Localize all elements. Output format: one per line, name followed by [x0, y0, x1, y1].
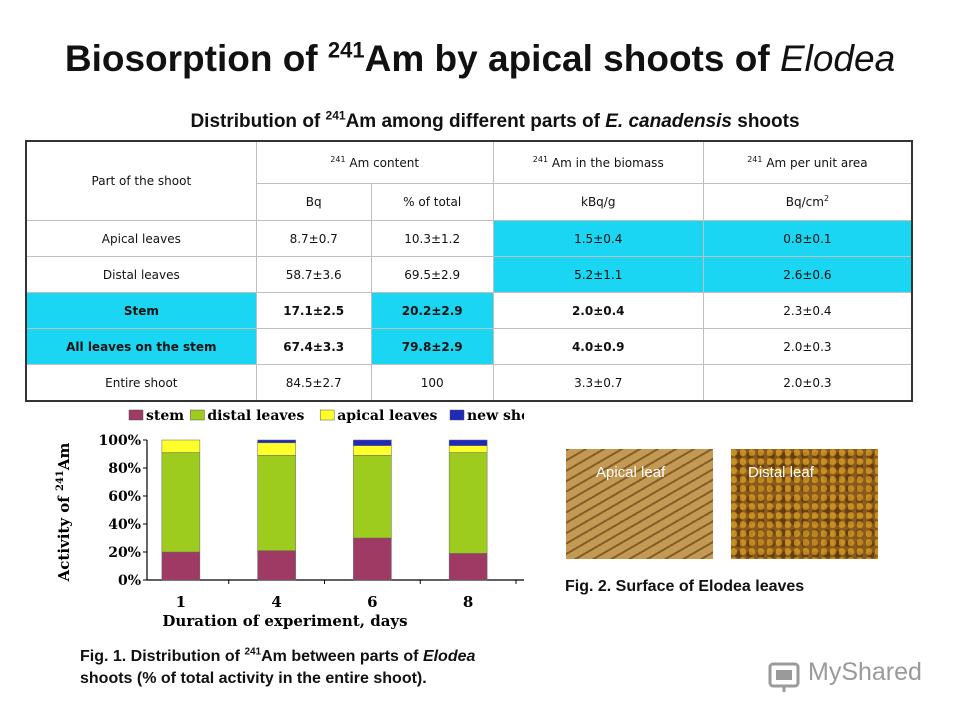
y-tick-label: 40%	[108, 517, 141, 533]
presentation-icon	[768, 662, 800, 692]
row-part: All leaves on the stem	[25, 328, 257, 365]
x-axis-label: Duration of experiment, days	[162, 612, 407, 630]
logo-text: MyShared	[808, 658, 922, 686]
row-bqcm: 2.3±0.4	[702, 292, 913, 329]
legend-swatch	[319, 409, 335, 421]
x-tick-label: 6	[367, 593, 377, 611]
area-header: 241 Am per unit area	[702, 140, 913, 184]
row-pct: 79.8±2.9	[370, 328, 494, 365]
slide-title: Biosorption of 241Am by apical shoots of…	[64, 37, 896, 79]
unit-pct: % of total	[370, 183, 494, 221]
bar-segment-stem	[353, 537, 392, 581]
legend-swatch	[190, 409, 205, 421]
row-pct: 10.3±1.2	[370, 220, 494, 257]
unit-bqcm: Bq/cm2	[702, 183, 913, 221]
row-bq: 58.7±3.6	[255, 256, 372, 293]
distribution-table: Part of the shoot 241 Am content 241 Am …	[25, 140, 913, 402]
row-pct: 69.5±2.9	[370, 256, 494, 293]
row-part: Distal leaves	[25, 256, 257, 293]
legend-label: new shoots	[467, 408, 524, 424]
row-kbq: 5.2±1.1	[492, 256, 704, 293]
fig1-caption: Fig. 1. Distribution of 241Am between pa…	[80, 646, 476, 687]
content-header: 241 Am content	[255, 140, 494, 184]
fig2-caption: Fig. 2. Surface of Elodea leaves	[565, 578, 805, 595]
bar-segment-new-shoots	[353, 439, 392, 446]
row-bq: 17.1±2.5	[255, 292, 372, 329]
bar-segment-apical-leaves	[353, 445, 392, 456]
row-bqcm: 2.0±0.3	[702, 328, 913, 365]
apical-leaf-label: Apical leaf	[596, 464, 666, 481]
bar-segment-distal-leaves	[161, 452, 201, 553]
row-kbq: 4.0±0.9	[492, 328, 704, 365]
unit-kbq: kBq/g	[492, 183, 704, 221]
unit-bq: Bq	[255, 183, 372, 221]
row-bq: 67.4±3.3	[255, 328, 372, 365]
plot-area: 0% 20% 40% 60% 80% 100% 1 4 6 8	[98, 433, 524, 611]
bar-segment-stem	[161, 551, 201, 581]
row-bq: 84.5±2.7	[255, 364, 372, 402]
y-tick-label: 0%	[118, 573, 141, 589]
x-tick-label: 8	[463, 593, 473, 611]
row-kbq: 3.3±0.7	[492, 364, 704, 402]
x-tick-label: 4	[271, 593, 281, 611]
apical-leaf-photo: Apical leaf	[566, 449, 713, 559]
bar-segment-stem	[448, 553, 488, 581]
distal-leaf-photo: Distal leaf	[731, 449, 878, 559]
y-tick-label: 100%	[98, 433, 141, 449]
row-bqcm: 2.0±0.3	[702, 364, 913, 402]
part-header: Part of the shoot	[25, 140, 257, 221]
legend-label: stem	[146, 408, 184, 424]
row-part: Entire shoot	[25, 364, 257, 402]
bar-segment-new-shoots	[448, 439, 488, 446]
row-pct: 100	[370, 364, 494, 402]
bar-segment-apical-leaves	[161, 439, 201, 453]
table-title: Distribution of 241Am among different pa…	[190, 108, 800, 132]
biomass-header: 241 Am in the biomass	[492, 140, 704, 184]
y-tick-label: 20%	[108, 545, 141, 561]
table-row: Stem 17.1±2.5 20.2±2.9 2.0±0.4 2.3±0.4	[25, 292, 913, 329]
bar-segment-distal-leaves	[448, 452, 488, 554]
row-kbq: 1.5±0.4	[492, 220, 704, 257]
table-row: All leaves on the stem 67.4±3.3 79.8±2.9…	[25, 328, 913, 365]
table-row: Entire shoot 84.5±2.7 100 3.3±0.7 2.0±0.…	[25, 364, 913, 402]
row-bq: 8.7±0.7	[255, 220, 372, 257]
y-axis-label: Activity of 241Am	[55, 443, 73, 583]
distal-leaf-label: Distal leaf	[748, 464, 814, 481]
y-tick-label: 60%	[108, 489, 141, 505]
watermark-logo: MyShared	[766, 656, 936, 696]
row-pct: 20.2±2.9	[370, 292, 494, 329]
bar-segment-stem	[257, 550, 296, 581]
table-row: Distal leaves 58.7±3.6 69.5±2.9 5.2±1.1 …	[25, 256, 913, 293]
row-bqcm: 2.6±0.6	[702, 256, 913, 293]
bar-segment-apical-leaves	[257, 442, 296, 456]
stacked-bar-chart: stem distal leaves apical leaves new shoots…	[55, 408, 524, 630]
row-bqcm: 0.8±0.1	[702, 220, 913, 257]
row-kbq: 2.0±0.4	[492, 292, 704, 329]
row-part: Stem	[25, 292, 257, 329]
table-row: Apical leaves 8.7±0.7 10.3±1.2 1.5±0.4 0…	[25, 220, 913, 257]
legend-swatch	[128, 409, 144, 421]
legend-label: distal leaves	[207, 408, 304, 424]
bar-segment-distal-leaves	[353, 455, 392, 539]
row-part: Apical leaves	[25, 220, 257, 257]
x-tick-label: 1	[176, 593, 186, 611]
y-tick-label: 80%	[108, 461, 141, 477]
bar-segment-new-shoots	[257, 439, 296, 444]
legend-swatch	[449, 409, 465, 421]
bar-segment-apical-leaves	[448, 445, 488, 453]
chart-legend: stem distal leaves apical leaves new shoots	[128, 408, 524, 424]
legend-label: apical leaves	[337, 408, 437, 424]
bar-segment-distal-leaves	[257, 455, 296, 551]
